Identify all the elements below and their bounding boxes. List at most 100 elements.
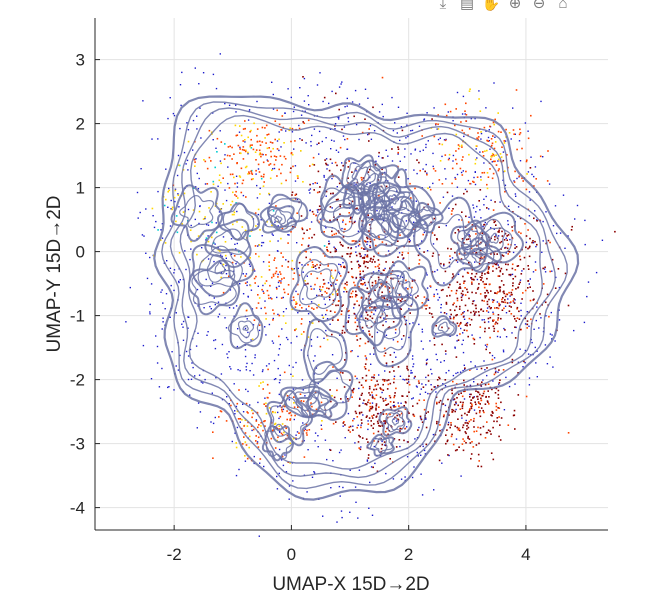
density-point (400, 308, 402, 310)
scatter-point (265, 365, 268, 367)
density-point (300, 215, 303, 217)
density-point (536, 220, 538, 222)
density-point (494, 220, 496, 223)
scatter-point (529, 278, 531, 280)
scatter-point (257, 245, 259, 247)
scatter-point (139, 211, 141, 214)
pan-icon[interactable]: ✋ (481, 0, 501, 12)
scatter-point (399, 160, 401, 162)
density-point (353, 281, 355, 284)
density-point (373, 388, 375, 391)
scatter-point (235, 111, 237, 113)
density-point (364, 363, 367, 365)
scatter-point (444, 168, 446, 170)
scatter-point (440, 307, 442, 309)
scatter-point (534, 346, 536, 349)
density-point (466, 414, 468, 416)
density-point (484, 296, 487, 299)
density-point (318, 208, 320, 211)
scatter-point (387, 155, 389, 157)
density-point (359, 265, 362, 267)
density-point (175, 220, 177, 223)
density-point (437, 384, 439, 387)
density-point (401, 395, 404, 397)
density-point (324, 255, 326, 257)
density-point (244, 120, 246, 122)
density-point (301, 244, 303, 246)
scatter-point (316, 294, 318, 297)
scatter-point (414, 438, 416, 440)
density-point (332, 192, 334, 195)
scatter-point (302, 389, 304, 391)
density-point (507, 424, 510, 426)
density-point (511, 289, 514, 291)
scatter-point (542, 220, 544, 223)
scatter-point (317, 382, 319, 385)
scatter-point (213, 339, 215, 342)
scatter-point (413, 169, 415, 171)
scatter-point (338, 263, 340, 265)
density-point (451, 411, 454, 413)
export-icon[interactable]: ⤓ (439, 0, 447, 12)
scatter-point (385, 334, 388, 336)
density-point (292, 437, 295, 440)
density-point (350, 216, 352, 219)
density-point (498, 302, 500, 305)
density-point (335, 232, 337, 235)
density-point (360, 411, 363, 414)
density-point (292, 296, 295, 299)
scatter-point (408, 238, 411, 240)
density-point (530, 318, 532, 321)
scatter-point (307, 313, 310, 315)
scatter-point (355, 246, 357, 248)
scatter-point (369, 353, 371, 355)
density-point (384, 399, 387, 401)
density-point (263, 403, 265, 405)
density-point (208, 207, 210, 209)
scatter-point (323, 176, 325, 178)
density-point (293, 299, 295, 301)
density-point (482, 392, 485, 395)
density-point (469, 442, 472, 444)
density-point (341, 332, 344, 334)
scatter-point (210, 421, 212, 423)
scatter-point (437, 299, 439, 301)
contour-line (378, 406, 413, 437)
scatter-point (251, 429, 253, 432)
density-point (268, 147, 270, 149)
density-point (265, 318, 267, 320)
density-point (466, 324, 468, 327)
scatter-point (473, 381, 475, 383)
density-point (526, 320, 529, 322)
zoom-out-icon[interactable]: ⊖ (532, 0, 546, 12)
density-point (369, 168, 371, 171)
zoom-in-icon[interactable]: ⊕ (508, 0, 522, 12)
brush-icon[interactable]: ▤ (459, 0, 475, 12)
home-icon[interactable]: ⌂ (558, 0, 568, 12)
density-point (280, 432, 283, 435)
density-point (257, 446, 260, 448)
scatter-point (280, 280, 282, 282)
contour-line (414, 206, 437, 229)
density-point (487, 390, 489, 392)
density-point (418, 399, 421, 402)
density-point (482, 155, 485, 157)
scatter-point (413, 466, 415, 468)
density-point (275, 267, 278, 269)
density-point (353, 240, 355, 242)
scatter-point (203, 307, 205, 309)
scatter-point (554, 205, 557, 207)
scatter-point (229, 366, 231, 368)
density-point (348, 220, 351, 223)
density-point (489, 307, 492, 310)
density-point (239, 148, 241, 150)
scatter-point (479, 209, 481, 211)
density-point (502, 284, 505, 286)
scatter-point (514, 133, 516, 135)
density-point (382, 378, 384, 381)
density-point (194, 165, 196, 167)
scatter-point (225, 273, 228, 275)
density-point (467, 422, 469, 425)
density-point (447, 398, 449, 401)
scatter-point (432, 182, 434, 185)
